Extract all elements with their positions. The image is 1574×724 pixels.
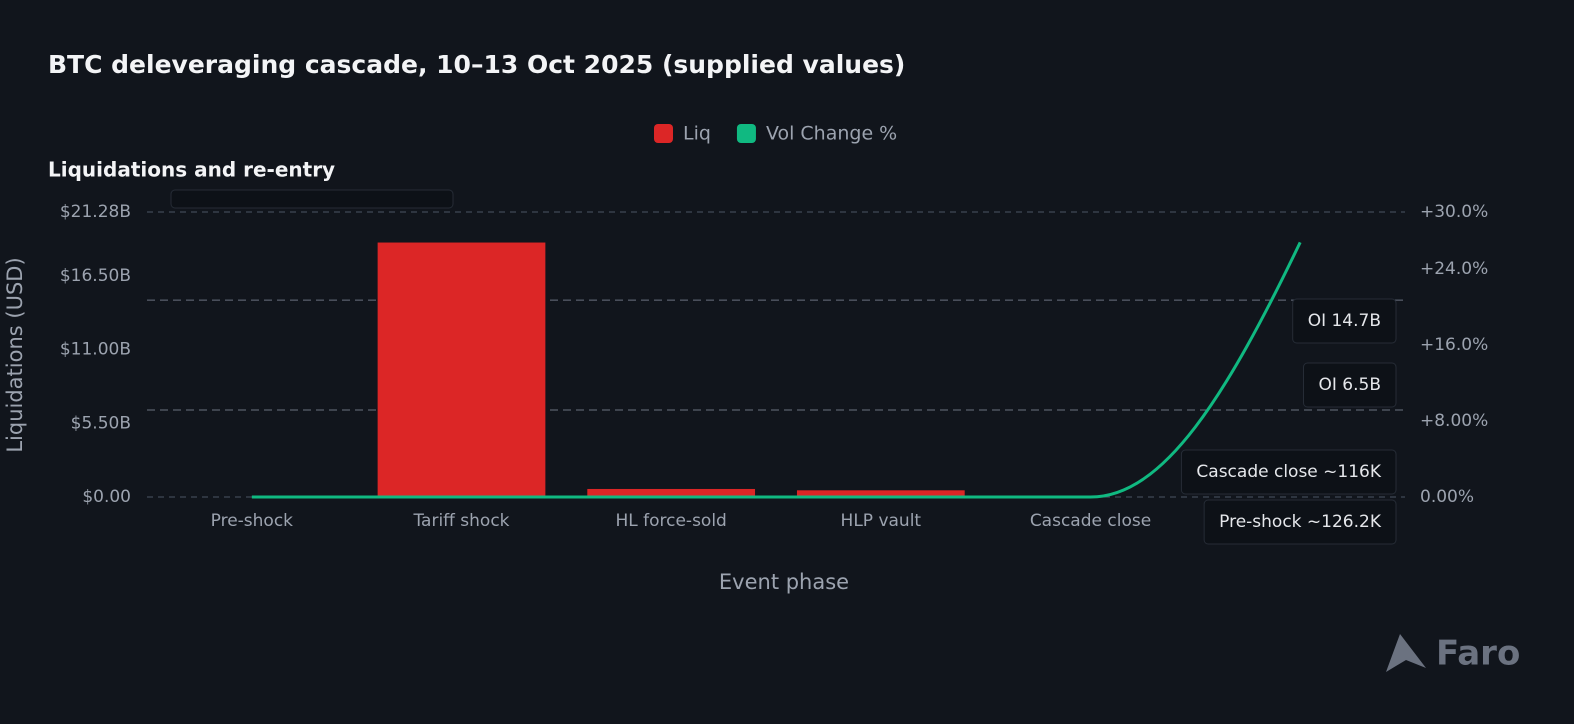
logo-icon	[1386, 634, 1426, 672]
y2-tick-label: 0.00%	[1420, 487, 1474, 507]
chart-title: BTC deleveraging cascade, 10–13 Oct 2025…	[48, 50, 905, 79]
legend-label: Liq	[683, 123, 711, 145]
line-series	[251, 241, 1302, 499]
x-tick-label: HL force-sold	[615, 511, 726, 531]
y-tick-label: $0.00	[82, 487, 131, 507]
bar	[587, 488, 756, 497]
brand-logo: Faro	[1386, 634, 1520, 674]
bar	[796, 490, 965, 497]
x-axis-label: Event phase	[719, 570, 849, 594]
annotation-text: Pre-shock ~126.2K	[1219, 512, 1382, 532]
y-tick-label: $5.50B	[71, 413, 131, 433]
reference-label: OI 6.5B	[1303, 362, 1397, 408]
legend-label: Vol Change %	[766, 123, 897, 145]
chart-subtitle: Liquidations and re-entry	[48, 158, 335, 182]
legend-swatch	[654, 124, 673, 143]
reference-label-text: OI 6.5B	[1319, 375, 1382, 395]
tooltip-box	[170, 189, 454, 209]
annotation-box	[1180, 449, 1397, 495]
brand-name: Faro	[1436, 634, 1520, 674]
y-tick-label: $16.50B	[60, 266, 131, 286]
x-tick-label: Pre-shock	[211, 511, 294, 531]
bar	[377, 242, 546, 497]
x-tick-label: Cascade close	[1030, 511, 1151, 531]
y2-tick-label: +8.00%	[1420, 411, 1488, 431]
annotation: Cascade close ~116K	[1180, 449, 1397, 495]
y-axis-label: Liquidations (USD)	[3, 257, 27, 452]
reference-label-box	[1303, 362, 1397, 408]
legend-swatch	[736, 124, 756, 143]
x-tick-label: Tariff shock	[412, 511, 509, 531]
y2-tick-label: +16.0%	[1420, 335, 1488, 355]
y-tick-label: $11.00B	[60, 340, 131, 360]
annotation: Pre-shock ~126.2K	[1203, 499, 1397, 545]
x-tick-label: HLP vault	[841, 511, 922, 531]
reference-label-box	[1292, 298, 1397, 344]
y-tick-label: $21.28B	[60, 202, 131, 222]
annotation-box	[1203, 499, 1397, 545]
y2-tick-label: +30.0%	[1420, 202, 1488, 222]
y2-tick-label: +24.0%	[1420, 259, 1488, 279]
reference-label-text: OI 14.7B	[1308, 311, 1381, 331]
reference-label: OI 14.7B	[1292, 298, 1397, 344]
annotation-text: Cascade close ~116K	[1196, 462, 1381, 482]
